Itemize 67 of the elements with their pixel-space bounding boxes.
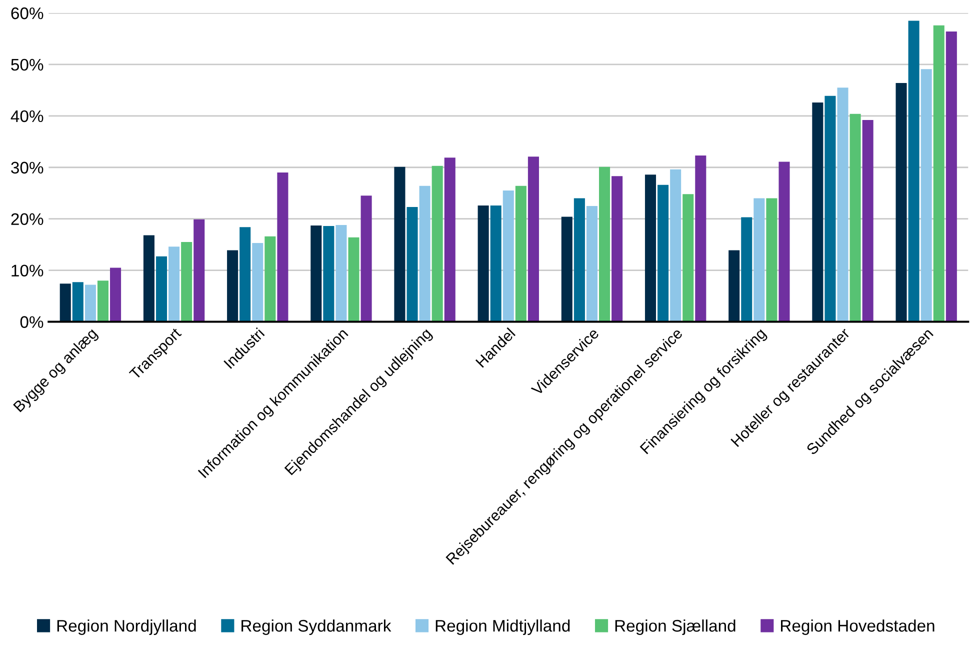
- bar: [181, 242, 192, 322]
- bar: [561, 216, 572, 322]
- bar: [670, 169, 682, 322]
- bar: [419, 186, 430, 322]
- bar: [908, 20, 920, 322]
- legend-label: Region Syddanmark: [242, 619, 392, 635]
- bar: [336, 225, 347, 322]
- bar: [310, 226, 322, 322]
- bar: [612, 176, 623, 322]
- bar: [156, 256, 168, 322]
- bar: [110, 268, 122, 322]
- bar: [432, 166, 443, 322]
- bar: [824, 96, 836, 322]
- bar: [933, 25, 944, 322]
- bar: [394, 166, 406, 322]
- bar: [741, 217, 752, 322]
- y-tick-label: 40%: [10, 110, 44, 122]
- bar: [478, 205, 489, 322]
- bar: [348, 237, 360, 322]
- y-tick-label: 50%: [11, 58, 44, 71]
- bar: [766, 198, 778, 322]
- bar: [168, 246, 180, 322]
- bar: [728, 250, 740, 322]
- bar: [143, 235, 154, 322]
- bar: [754, 198, 765, 322]
- bar: [599, 166, 610, 322]
- bar: [406, 207, 418, 322]
- bar: [850, 114, 861, 322]
- bar: [862, 120, 874, 322]
- bar: [574, 198, 585, 322]
- bar: [515, 186, 526, 322]
- bar: [72, 282, 84, 322]
- bar: [502, 190, 514, 322]
- bar: [695, 156, 706, 322]
- bar: [812, 102, 824, 322]
- y-tick-label: 20%: [11, 213, 44, 226]
- bar: [837, 88, 848, 322]
- bar: [644, 174, 656, 322]
- bar: [84, 284, 96, 322]
- bar: [586, 206, 598, 322]
- bar: [920, 69, 932, 322]
- legend-label: Region Nordjylland: [57, 619, 196, 635]
- y-tick-label: 10%: [12, 264, 44, 276]
- bar: [240, 227, 251, 322]
- bar: [528, 156, 539, 322]
- bar: [896, 82, 907, 322]
- bar: [97, 280, 108, 322]
- bar: [60, 284, 71, 322]
- legend-label: Region Sjælland: [615, 619, 736, 635]
- y-tick-label: 0%: [20, 316, 44, 328]
- bar: [227, 250, 238, 322]
- bar: [360, 196, 372, 322]
- bar: [682, 194, 694, 322]
- legend-label: Region Hovedstaden: [781, 619, 934, 635]
- legend-label: Region Midtjylland: [436, 619, 570, 635]
- bar: [658, 184, 669, 322]
- bar: [264, 236, 276, 322]
- y-tick-label: 60%: [11, 7, 44, 20]
- bar: [252, 243, 264, 322]
- bar: [194, 219, 205, 322]
- bar: [946, 32, 957, 322]
- bar: [323, 226, 334, 322]
- y-tick-label: 30%: [11, 162, 44, 174]
- bar: [277, 172, 288, 322]
- bar: [778, 162, 790, 322]
- bar: [444, 158, 456, 322]
- bar: [490, 205, 502, 322]
